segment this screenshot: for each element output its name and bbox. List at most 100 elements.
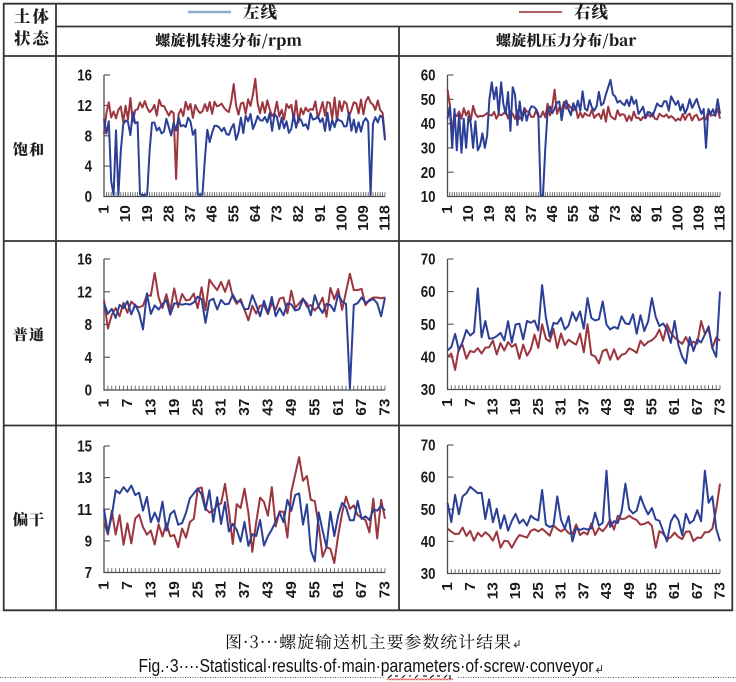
svg-text:67: 67 — [354, 399, 370, 416]
svg-text:10: 10 — [461, 205, 477, 222]
svg-text:37: 37 — [576, 398, 592, 415]
svg-text:49: 49 — [284, 581, 300, 598]
svg-text:60: 60 — [421, 68, 436, 85]
svg-text:73: 73 — [713, 398, 729, 415]
svg-text:11: 11 — [77, 502, 92, 519]
svg-text:73: 73 — [713, 582, 729, 599]
svg-text:0: 0 — [85, 189, 92, 206]
svg-text:61: 61 — [667, 582, 683, 599]
svg-text:37: 37 — [524, 205, 540, 222]
svg-text:1: 1 — [97, 399, 113, 408]
svg-text:61: 61 — [331, 581, 347, 598]
svg-text:55: 55 — [566, 205, 582, 222]
svg-text:7: 7 — [463, 582, 479, 591]
svg-text:100: 100 — [671, 205, 687, 231]
svg-text:46: 46 — [545, 205, 561, 222]
svg-text:91: 91 — [313, 205, 329, 222]
svg-text:109: 109 — [356, 205, 372, 231]
svg-text:Fig.·3····Statistical·results·: Fig.·3····Statistical·results·of·main·pa… — [138, 655, 593, 677]
svg-text:30: 30 — [421, 566, 436, 583]
svg-text:12: 12 — [77, 284, 92, 301]
svg-text:55: 55 — [226, 205, 242, 222]
svg-text:61: 61 — [667, 398, 683, 415]
svg-text:43: 43 — [261, 399, 277, 416]
svg-text:31: 31 — [554, 582, 570, 599]
svg-text:67: 67 — [354, 581, 370, 598]
svg-text:82: 82 — [629, 205, 645, 222]
svg-text:19: 19 — [167, 399, 183, 416]
svg-text:19: 19 — [482, 205, 498, 222]
svg-text:1: 1 — [97, 581, 113, 590]
svg-text:28: 28 — [161, 205, 177, 222]
svg-text:25: 25 — [190, 581, 206, 598]
svg-text:13: 13 — [486, 398, 502, 415]
svg-text:31: 31 — [214, 399, 230, 416]
svg-text:73: 73 — [270, 205, 286, 222]
svg-text:40: 40 — [421, 350, 436, 367]
svg-text:8: 8 — [85, 128, 92, 145]
svg-text:0: 0 — [85, 383, 92, 400]
svg-text:50: 50 — [421, 317, 436, 334]
svg-text:16: 16 — [77, 68, 92, 85]
svg-text:10: 10 — [421, 189, 436, 206]
svg-text:19: 19 — [167, 581, 183, 598]
svg-text:64: 64 — [587, 205, 603, 222]
svg-text:13: 13 — [77, 470, 92, 487]
svg-text:67: 67 — [690, 582, 706, 599]
svg-text:43: 43 — [261, 581, 277, 598]
svg-text:9: 9 — [85, 534, 92, 551]
svg-text:67: 67 — [690, 398, 706, 415]
svg-text:55: 55 — [307, 581, 323, 598]
svg-text:61: 61 — [331, 399, 347, 416]
svg-text:70: 70 — [421, 438, 436, 455]
svg-text:55: 55 — [645, 582, 661, 599]
svg-text:1: 1 — [440, 205, 456, 214]
svg-text:60: 60 — [421, 284, 436, 301]
svg-text:8: 8 — [85, 317, 92, 334]
svg-text:118: 118 — [378, 205, 394, 231]
svg-text:4: 4 — [85, 350, 92, 367]
svg-text:49: 49 — [622, 582, 638, 599]
svg-text:60: 60 — [421, 470, 436, 487]
svg-text:118: 118 — [713, 205, 729, 231]
svg-text:1: 1 — [440, 398, 456, 407]
svg-text:50: 50 — [421, 502, 436, 519]
svg-text:37: 37 — [237, 581, 253, 598]
svg-text:10: 10 — [118, 205, 134, 222]
svg-text:16: 16 — [77, 252, 92, 269]
svg-text:30: 30 — [421, 141, 436, 158]
svg-text:19: 19 — [140, 205, 156, 222]
svg-text:25: 25 — [531, 582, 547, 599]
svg-text:19: 19 — [508, 582, 524, 599]
svg-text:37: 37 — [237, 399, 253, 416]
svg-text:109: 109 — [692, 205, 708, 231]
svg-text:49: 49 — [622, 398, 638, 415]
svg-text:46: 46 — [205, 205, 221, 222]
svg-text:64: 64 — [248, 205, 264, 222]
svg-text:13: 13 — [143, 399, 159, 416]
svg-text:82: 82 — [291, 205, 307, 222]
svg-text:70: 70 — [421, 252, 436, 269]
svg-text:73: 73 — [378, 581, 394, 598]
svg-text:30: 30 — [421, 382, 436, 399]
svg-text:37: 37 — [576, 582, 592, 599]
svg-text:20: 20 — [421, 165, 436, 182]
svg-text:25: 25 — [190, 399, 206, 416]
svg-text:15: 15 — [77, 439, 92, 456]
svg-text:40: 40 — [421, 534, 436, 551]
svg-text:1: 1 — [97, 205, 113, 214]
svg-text:1: 1 — [440, 582, 456, 591]
svg-text:55: 55 — [307, 399, 323, 416]
svg-text:37: 37 — [183, 205, 199, 222]
svg-text:13: 13 — [143, 581, 159, 598]
svg-text:31: 31 — [554, 398, 570, 415]
svg-text:19: 19 — [508, 398, 524, 415]
svg-text:40: 40 — [421, 116, 436, 133]
svg-text:73: 73 — [608, 205, 624, 222]
svg-text:50: 50 — [421, 92, 436, 109]
svg-text:28: 28 — [503, 205, 519, 222]
svg-text:7: 7 — [120, 399, 136, 408]
svg-text:13: 13 — [486, 582, 502, 599]
svg-text:7: 7 — [85, 565, 92, 582]
svg-text:25: 25 — [531, 398, 547, 415]
